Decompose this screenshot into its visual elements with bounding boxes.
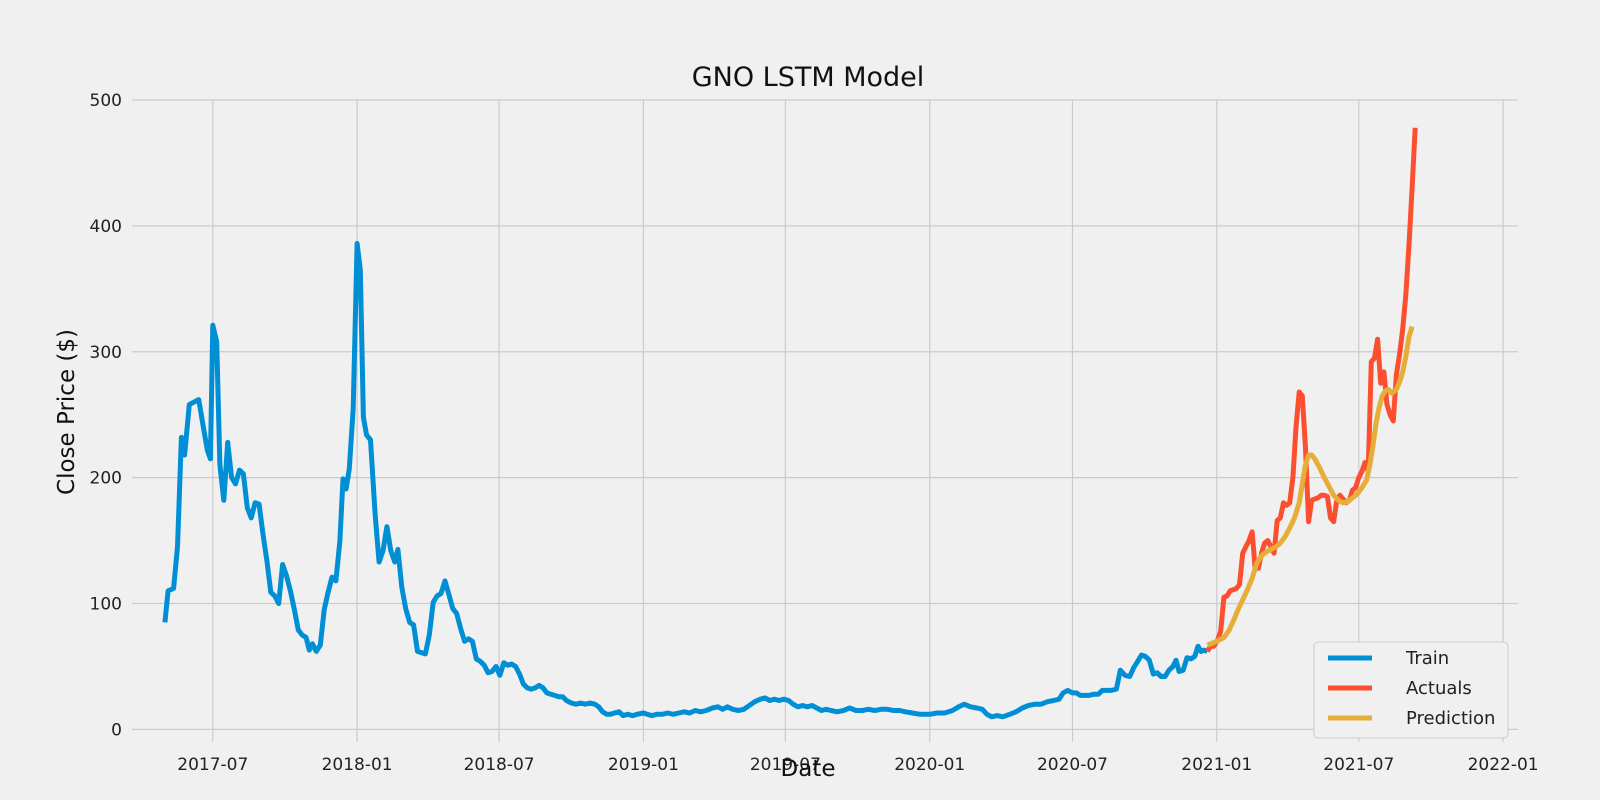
chart-title: GNO LSTM Model <box>692 62 925 93</box>
x-tick-label: 2019-07 <box>750 755 821 775</box>
x-tick-label: 2018-01 <box>322 755 393 775</box>
legend-label-train: Train <box>1405 648 1449 669</box>
x-tick-label: 2022-01 <box>1468 755 1539 775</box>
y-tick-labels: 0 100 200 300 400 500 <box>90 91 122 740</box>
x-tick-label: 2019-01 <box>608 755 679 775</box>
y-tick-label: 300 <box>90 343 122 363</box>
x-tick-label: 2021-01 <box>1181 755 1252 775</box>
series-line-train <box>162 241 1209 720</box>
y-tick-label: 100 <box>90 595 122 615</box>
x-axis-label: Date <box>781 756 836 782</box>
grid-lines <box>132 99 1518 742</box>
y-tick-label: 500 <box>90 91 122 111</box>
x-tick-label: 2018-07 <box>464 755 535 775</box>
legend-box <box>1313 641 1509 739</box>
legend: Train Actuals Prediction <box>1313 641 1509 739</box>
series-line-prediction <box>1206 325 1415 648</box>
series-lines <box>162 127 1418 720</box>
y-tick-label: 400 <box>90 217 122 237</box>
y-tick-label: 200 <box>90 469 122 489</box>
x-tick-label: 2020-07 <box>1037 755 1108 775</box>
x-tick-label: 2021-07 <box>1323 755 1394 775</box>
legend-label-actuals: Actuals <box>1406 678 1472 699</box>
y-axis-label: Close Price ($) <box>54 329 80 495</box>
legend-label-prediction: Prediction <box>1406 708 1495 729</box>
y-tick-label: 0 <box>111 720 122 740</box>
x-tick-label: 2020-01 <box>894 755 965 775</box>
series-line-actuals <box>1205 127 1418 653</box>
x-tick-labels: 2017-07 2018-01 2018-07 2019-01 2019-07 2020-… <box>177 755 1538 775</box>
x-tick-label: 2017-07 <box>177 755 248 775</box>
